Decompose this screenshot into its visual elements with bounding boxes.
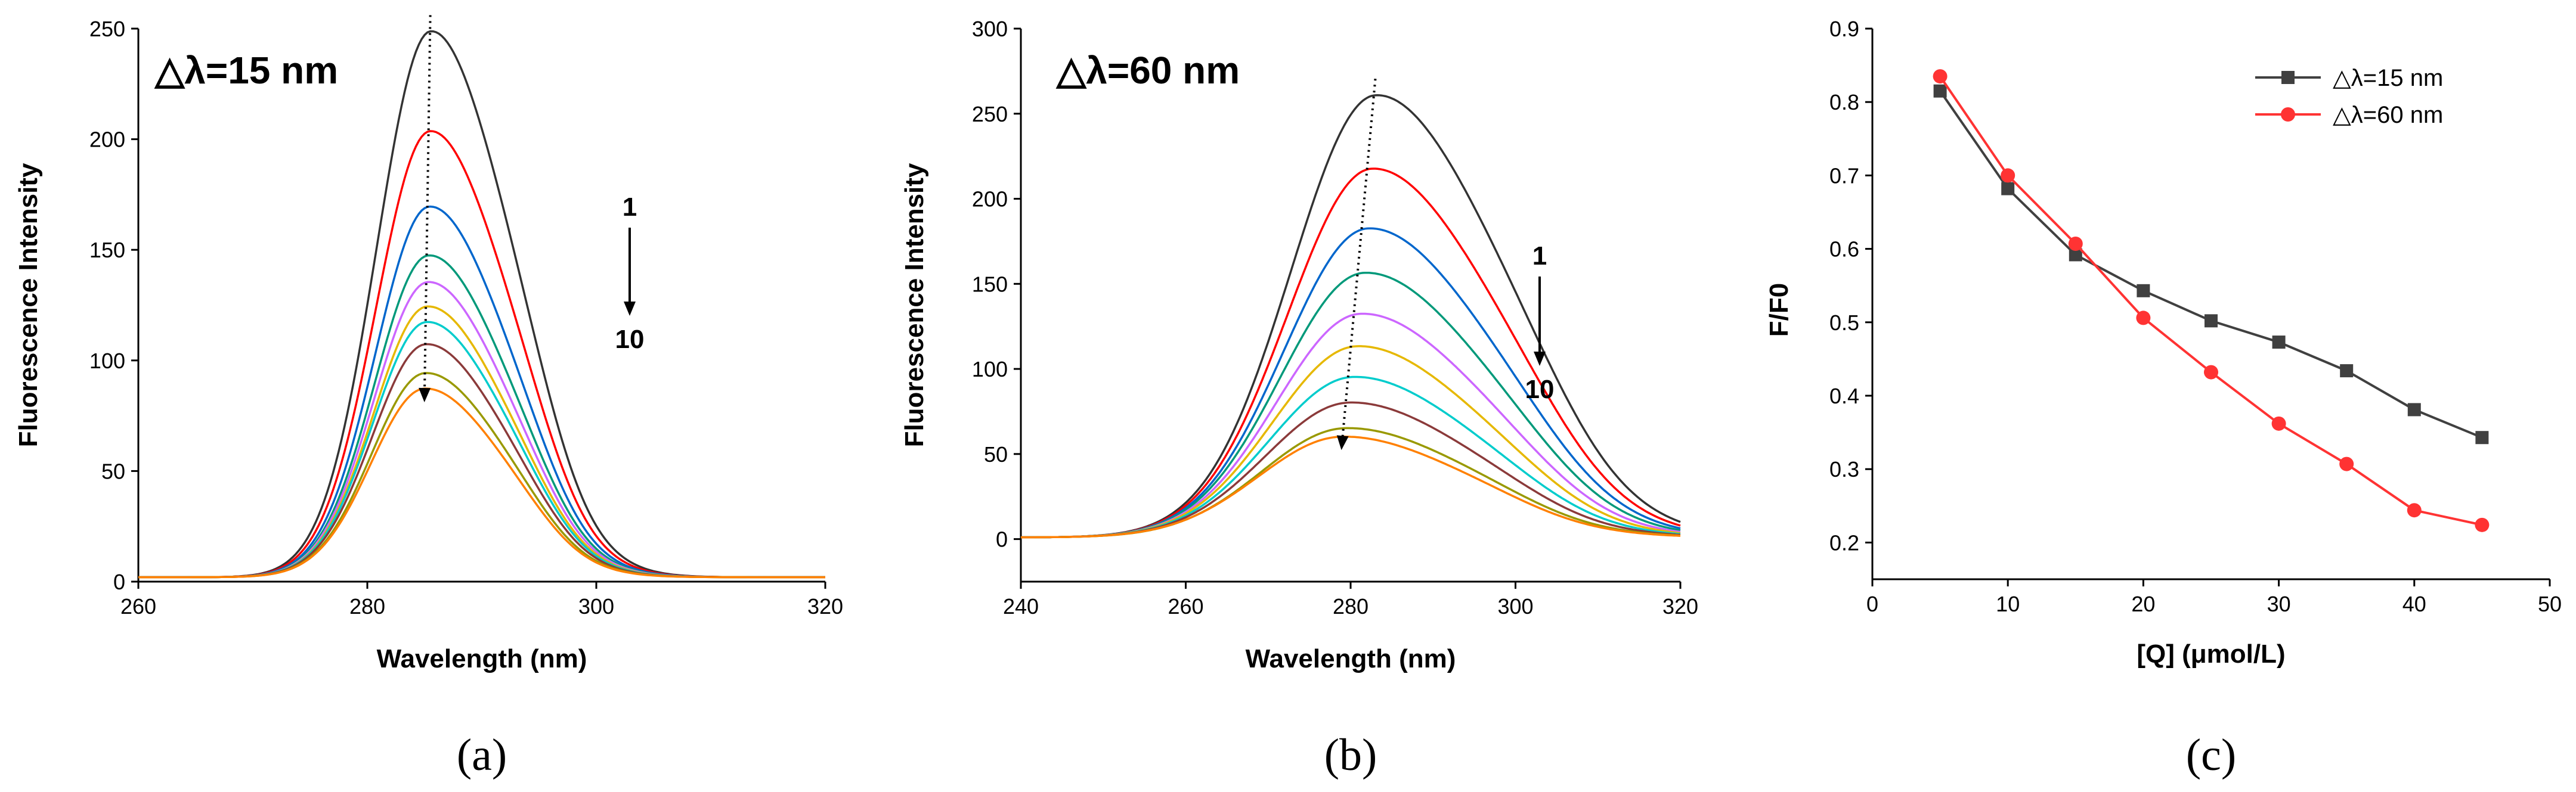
data-point (2204, 365, 2218, 380)
y-tick-label: 150 (89, 238, 125, 262)
y-tick-label: 50 (984, 442, 1008, 467)
panel-b: 240 260 280 300 320 0 50 100 150 200 250 300 △λ=60 n… (900, 17, 1698, 780)
y-tick-label: 100 (89, 349, 125, 373)
y-tick-label: 0.4 (1829, 384, 1859, 408)
x-tick-label: 280 (1333, 594, 1368, 619)
y-tick-label: 200 (89, 128, 125, 152)
y-axis-title: F/F0 (1764, 283, 1794, 337)
y-tick-label: 0.6 (1829, 237, 1859, 262)
x-axis-title: [Q] (μmol/L) (2137, 639, 2285, 669)
spectrum-curve-10 (1021, 435, 1681, 539)
data-point (2271, 416, 2286, 431)
x-tick-label: 280 (349, 594, 385, 619)
y-tick-label: 150 (972, 272, 1008, 296)
data-point (2340, 364, 2354, 378)
y-tick-label: 50 (101, 459, 125, 483)
spectrum-curve-9 (1020, 427, 1681, 539)
data-point (2001, 168, 2015, 183)
peak-shift-dotted-line (1341, 79, 1377, 440)
x-tick-label: 50 (2538, 592, 2562, 616)
x-tick-label: 0 (1866, 592, 1878, 616)
delta-lambda-annotation: △λ=60 nm (1055, 49, 1240, 92)
data-point (1933, 84, 1947, 98)
series-order-arrowhead (624, 302, 636, 316)
delta-lambda-annotation: △λ=15 nm (154, 49, 338, 92)
x-tick-label: 320 (807, 594, 843, 619)
spectrum-curve-4 (1020, 271, 1681, 539)
y-tick-label: 0.5 (1829, 310, 1859, 335)
y-tick-label: 0 (996, 527, 1008, 552)
series-order-arrowhead (1534, 352, 1546, 366)
data-point (2069, 248, 2082, 262)
data-point (2407, 503, 2422, 518)
series-order-end-label: 10 (1525, 375, 1555, 404)
spectrum-curve-9 (138, 372, 825, 579)
legend-marker (2281, 71, 2295, 84)
data-point (2272, 336, 2286, 349)
data-point (2407, 403, 2421, 417)
y-tick-label: 300 (972, 17, 1008, 41)
y-tick-label: 100 (972, 357, 1008, 381)
series-line-2 (1939, 75, 2482, 526)
x-tick-label: 240 (1003, 594, 1039, 619)
y-tick-label: 0.2 (1829, 530, 1859, 555)
y-tick-label: 250 (972, 102, 1008, 126)
panel-a: 260 280 300 320 0 50 100 150 200 250 △λ=15 nm 1 10 Wa… (14, 15, 843, 780)
legend-label: △λ=60 nm (2333, 102, 2443, 128)
data-point (2339, 456, 2354, 471)
x-tick-label: 40 (2402, 592, 2426, 616)
panel-label: (a) (457, 730, 507, 780)
legend-label: △λ=15 nm (2333, 65, 2443, 91)
peak-shift-arrowhead (1336, 435, 1349, 451)
panel-label: (c) (2186, 730, 2236, 780)
x-tick-label: 20 (2131, 592, 2155, 616)
x-tick-label: 260 (120, 594, 156, 619)
spectrum-curve-2 (138, 130, 825, 579)
spectrum-curve-10 (138, 387, 825, 579)
spectrum-curve-1 (138, 30, 825, 579)
x-tick-label: 30 (2267, 592, 2291, 616)
panel-c: 0 10 20 30 40 50 0.2 0.3 0.4 0.5 0.6 0.7 0.8 0.9 △λ=15… (1764, 17, 2562, 780)
series-order-start-label: 1 (623, 192, 637, 222)
y-tick-label: 0.8 (1829, 90, 1859, 114)
x-tick-label: 320 (1662, 594, 1698, 619)
data-point (1933, 69, 1948, 84)
spectrum-curve-3 (1020, 227, 1681, 539)
y-tick-label: 200 (972, 187, 1008, 212)
data-point (2475, 431, 2489, 445)
data-point (2068, 236, 2083, 251)
y-tick-label: 0.9 (1829, 17, 1859, 41)
panel-label: (b) (1324, 730, 1377, 780)
y-tick-label: 0.7 (1829, 163, 1859, 188)
x-tick-label: 300 (1497, 594, 1533, 619)
y-axis-title: Fluorescence Intensity (14, 163, 43, 447)
x-tick-label: 260 (1168, 594, 1203, 619)
y-tick-label: 0.3 (1829, 457, 1859, 482)
series-order-end-label: 10 (615, 325, 645, 354)
data-point (2137, 284, 2150, 297)
spectrum-curve-6 (138, 305, 825, 579)
x-axis-title: Wavelength (nm) (377, 644, 587, 673)
data-point (2205, 314, 2218, 328)
series-line-1 (1939, 90, 2483, 439)
spectrum-curve-7 (1020, 375, 1681, 539)
legend-marker (2281, 107, 2295, 122)
x-tick-label: 10 (1996, 592, 2020, 616)
x-axis-title: Wavelength (nm) (1246, 644, 1456, 673)
peak-shift-dotted-line (423, 15, 432, 392)
series-order-start-label: 1 (1532, 241, 1547, 271)
spectrum-curve-8 (1020, 401, 1681, 539)
data-point (2001, 182, 2015, 195)
y-tick-label: 250 (89, 17, 125, 41)
x-tick-label: 300 (578, 594, 614, 619)
data-point (2136, 310, 2151, 325)
peak-shift-arrowhead (419, 387, 431, 403)
y-axis-title: Fluorescence Intensity (900, 163, 929, 447)
data-point (2475, 517, 2490, 532)
y-tick-label: 0 (113, 570, 125, 594)
spectrum-curve-8 (138, 343, 825, 579)
